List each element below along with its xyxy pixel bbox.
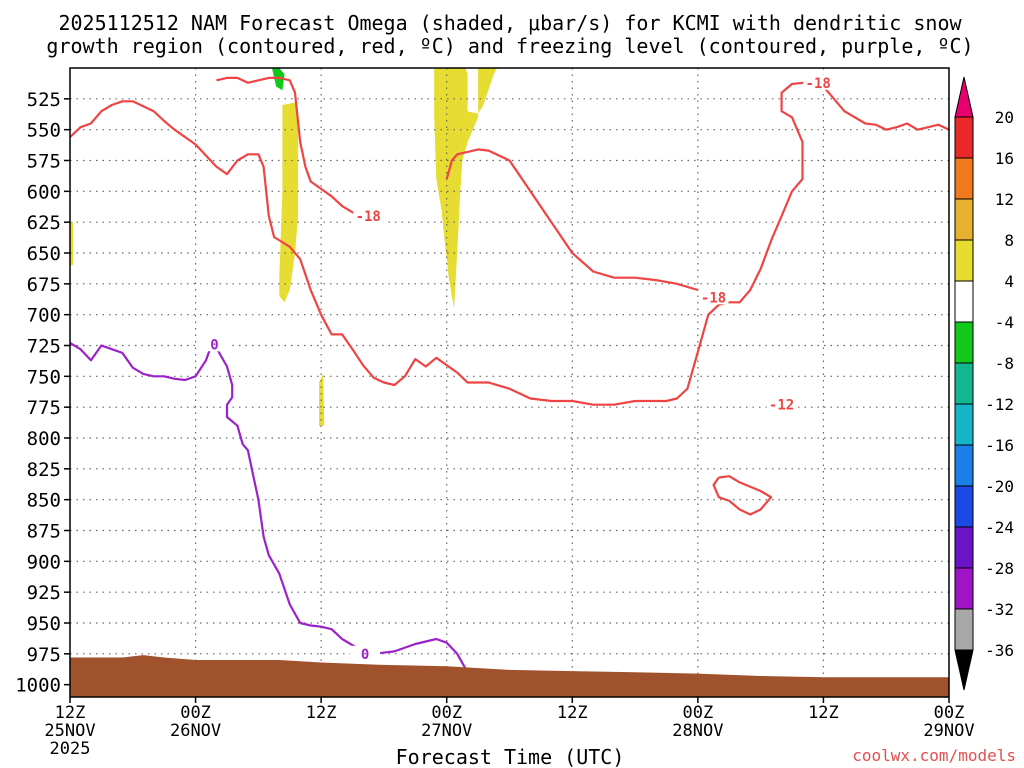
y-tick-label: 650 xyxy=(27,243,61,265)
y-tick-label: 825 xyxy=(27,459,61,481)
x-tick-label: 12Z xyxy=(557,703,588,723)
colorbar-segment xyxy=(954,444,974,487)
omega-negative-area xyxy=(272,68,285,91)
x-tick-label: 12Z xyxy=(55,703,86,723)
colorbar-segment xyxy=(954,280,974,323)
colorbar: 20 16 12 8 4 -4 -8 -12 -16 -20 -24 -28 -32 -36 xyxy=(954,76,1014,691)
colorbar-label: 4 xyxy=(1004,272,1014,291)
contour-label-bg xyxy=(199,336,230,352)
colorbar-bottom-arrow xyxy=(954,649,974,691)
y-tick-label: 600 xyxy=(27,181,61,203)
colorbar-segment xyxy=(954,485,974,528)
watermark-text: coolwx.com/models xyxy=(852,746,1016,765)
colorbar-label: -4 xyxy=(995,313,1014,332)
y-tick-label: 875 xyxy=(27,521,61,543)
contour-label-zero: 0 xyxy=(210,337,218,353)
colorbar-segment xyxy=(954,362,974,405)
x-tick-label: 12Z xyxy=(306,703,337,723)
colorbar-label: -24 xyxy=(985,518,1014,537)
y-tick-label: 800 xyxy=(27,428,61,450)
dgz-contour-minus12 xyxy=(70,81,949,406)
colorbar-segment xyxy=(954,239,974,282)
terrain-ground xyxy=(70,655,949,697)
y-tick-label: 675 xyxy=(27,274,61,296)
contour-label-zero: 0 xyxy=(361,647,369,663)
x-tick-date-label: 26NOV xyxy=(170,721,221,741)
x-tick-date-label: 27NOV xyxy=(421,721,472,741)
y-tick-label: 700 xyxy=(27,305,61,327)
colorbar-segment xyxy=(954,403,974,446)
colorbar-label: -16 xyxy=(985,436,1014,455)
omega-positive-area xyxy=(70,222,74,266)
y-tick-label: 725 xyxy=(27,336,61,358)
plot-content: -18 -18 -18 -12 0 0 xyxy=(70,68,949,697)
colorbar-segment xyxy=(954,157,974,200)
y-tick-label: 850 xyxy=(27,490,61,512)
contour-label-bg xyxy=(350,645,381,661)
colorbar-segment xyxy=(954,321,974,364)
colorbar-label: 16 xyxy=(995,149,1014,168)
x-tick-year-label: 2025 xyxy=(50,739,91,759)
colorbar-label: 20 xyxy=(995,108,1014,127)
colorbar-label: 8 xyxy=(1004,231,1014,250)
colorbar-label: -20 xyxy=(985,477,1014,496)
omega-positive-area xyxy=(434,68,479,309)
contour-label-minus18: -18 xyxy=(806,76,831,92)
contour-label-bg xyxy=(353,208,384,223)
contour-label-bg xyxy=(803,74,834,90)
y-tick-label: 750 xyxy=(27,366,61,388)
x-axis-label: Forecast Time (UTC) xyxy=(396,745,625,768)
colorbar-label: -36 xyxy=(985,641,1014,660)
plot-area: -18 -18 -18 -12 0 0 xyxy=(69,67,950,698)
y-tick-label: 925 xyxy=(27,582,61,604)
y-tick-label: 625 xyxy=(27,212,61,234)
colorbar-segment xyxy=(954,608,974,651)
x-tick-date-label: 29NOV xyxy=(923,721,974,741)
colorbar-segment xyxy=(954,116,974,159)
colorbar-segment xyxy=(954,567,974,610)
x-tick-label: 00Z xyxy=(934,703,965,723)
y-axis-ticks: 525 550 575 600 625 650 675 700 725 750 775 800 825 8… xyxy=(15,89,70,697)
y-tick-label: 1000 xyxy=(15,675,61,697)
colorbar-label: -32 xyxy=(985,600,1014,619)
y-tick-label: 950 xyxy=(27,613,61,635)
contour-label-minus18: -18 xyxy=(701,290,726,306)
chart-title-line2: growth region (contoured, red, ºC) and f… xyxy=(46,34,973,58)
contour-label-minus18: -18 xyxy=(356,209,381,225)
colorbar-label: -8 xyxy=(995,354,1014,373)
contour-label-bg xyxy=(698,289,729,305)
dgz-contour-minus18 xyxy=(445,148,699,292)
plot-frame xyxy=(69,67,950,698)
omega-positive-area xyxy=(478,68,497,114)
colorbar-top-arrow xyxy=(954,76,974,118)
x-tick-label: 12Z xyxy=(808,703,839,723)
colorbar-segment xyxy=(954,198,974,241)
contour-label-minus12: -12 xyxy=(769,398,794,414)
colorbar-segment xyxy=(954,526,974,569)
x-tick-date-label: 25NOV xyxy=(44,721,95,741)
y-tick-label: 975 xyxy=(27,644,61,666)
y-tick-label: 775 xyxy=(27,397,61,419)
x-tick-label: 00Z xyxy=(682,703,713,723)
y-tick-label: 575 xyxy=(27,151,61,173)
y-tick-label: 900 xyxy=(27,551,61,573)
omega-positive-area xyxy=(279,102,299,303)
colorbar-label: 12 xyxy=(995,190,1014,209)
colorbar-label: -12 xyxy=(985,395,1014,414)
chart-title-line1: 2025112512 NAM Forecast Omega (shaded, μ… xyxy=(58,11,962,35)
x-tick-date-label: 28NOV xyxy=(672,721,723,741)
y-tick-label: 550 xyxy=(27,120,61,142)
dgz-contour-minus18 xyxy=(216,76,364,218)
contour-label-bg xyxy=(766,396,797,412)
y-tick-label: 525 xyxy=(27,89,61,111)
x-tick-label: 00Z xyxy=(180,703,211,723)
dgz-contour-loop xyxy=(712,475,773,516)
x-tick-label: 00Z xyxy=(431,703,462,723)
colorbar-label: -28 xyxy=(985,559,1014,578)
